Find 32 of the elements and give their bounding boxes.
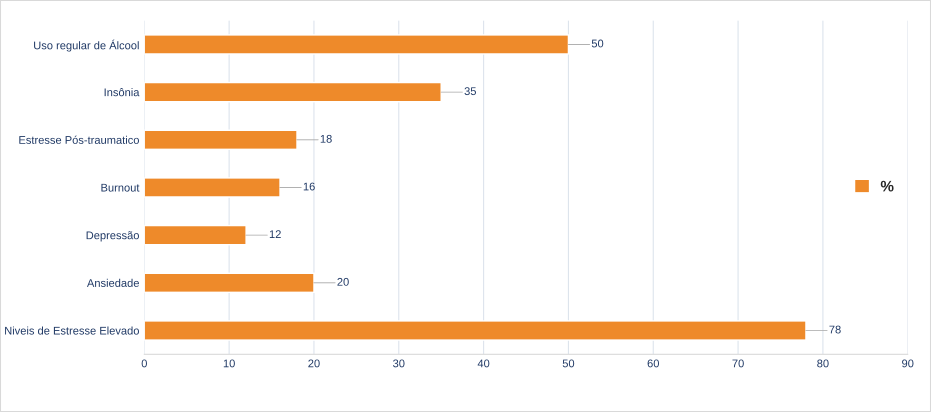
legend-label: % xyxy=(880,180,894,192)
data-label: 35 xyxy=(464,87,476,96)
bar xyxy=(144,82,442,102)
data-label: 16 xyxy=(304,182,315,190)
data-label: 20 xyxy=(337,278,349,286)
x-tick-label: 0 xyxy=(142,359,147,368)
y-tick-label: Uso regular de Álcool xyxy=(34,40,139,52)
data-label: 18 xyxy=(320,134,332,143)
y-tick-label: Ansiedade xyxy=(86,278,139,287)
x-tick-label: 30 xyxy=(393,359,405,368)
x-tick-label: 90 xyxy=(902,359,914,368)
data-label: 12 xyxy=(270,230,281,238)
x-tick-label: 70 xyxy=(732,359,744,368)
x-tick-label: 50 xyxy=(562,359,574,368)
y-tick-label: Estresse Pós-traumatico xyxy=(19,136,139,144)
bar xyxy=(144,130,298,150)
bar xyxy=(144,177,281,198)
x-tick-label: 10 xyxy=(224,359,235,368)
bar xyxy=(144,320,807,341)
x-tick-label: 80 xyxy=(817,359,829,368)
bar xyxy=(144,224,247,246)
bar xyxy=(144,34,570,55)
y-tick-label: Insônia xyxy=(104,88,140,96)
y-tick-label: Niveis de Estresse Elevado xyxy=(5,326,139,335)
x-tick-label: 20 xyxy=(308,359,320,368)
x-tick-label: 40 xyxy=(478,359,490,368)
y-tick-label: Depressão xyxy=(86,231,139,242)
y-tick-label: Burnout xyxy=(101,184,140,192)
data-label: 78 xyxy=(829,326,841,334)
data-label: 50 xyxy=(592,40,604,48)
bar xyxy=(144,272,315,294)
x-tick-label: 60 xyxy=(648,359,659,368)
